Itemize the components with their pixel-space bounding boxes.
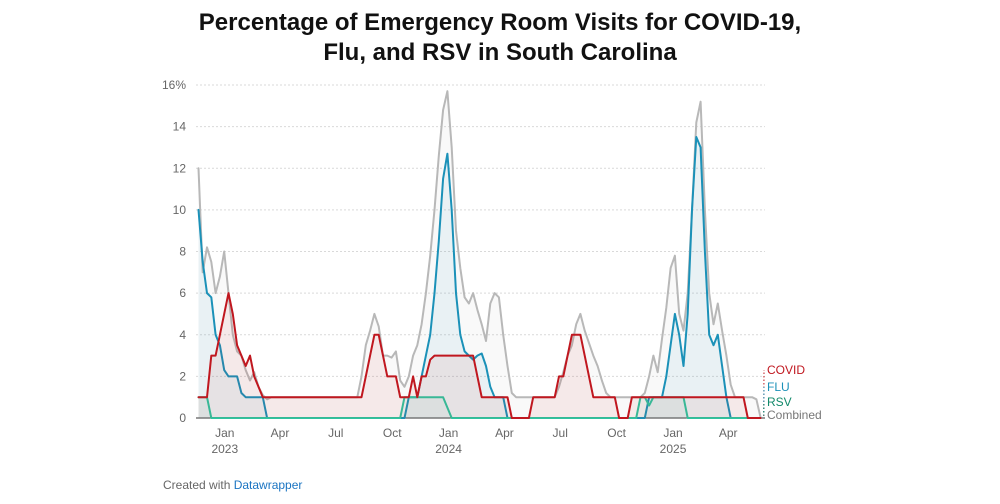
x-tick-label: Oct [383, 426, 402, 440]
y-tick-label: 0 [179, 411, 186, 425]
series-area-combined [198, 91, 761, 418]
y-tick-label: 6 [179, 286, 186, 300]
x-tick-label: Apr [719, 426, 738, 440]
y-tick-label: 4 [179, 328, 186, 342]
x-tick-label: Jan [439, 426, 458, 440]
x-tick-label: Jul [328, 426, 343, 440]
end-label-flu: FLU [767, 380, 790, 394]
chart-title: Percentage of Emergency Room Visits for … [0, 8, 1000, 68]
series-line-flu [197, 136, 762, 419]
chart-title-line-2: Flu, and RSV in South Carolina [323, 39, 677, 66]
end-label-combined: Combined [767, 408, 822, 422]
y-tick-label: 2 [179, 369, 186, 383]
y-tick-label: 14 [173, 120, 187, 134]
x-tick-year-label: 2023 [211, 442, 238, 456]
footer-prefix: Created with [163, 478, 234, 492]
y-tick-label: 12 [173, 161, 187, 175]
footer: Created with Datawrapper [163, 478, 302, 492]
series-line-covid [197, 292, 762, 419]
x-tick-label: Apr [495, 426, 514, 440]
chart-title-line-1: Percentage of Emergency Room Visits for … [198, 9, 802, 36]
x-tick-year-label: 2025 [660, 442, 687, 456]
y-tick-label: 8 [179, 245, 186, 259]
x-tick-label: Jul [553, 426, 568, 440]
datawrapper-link[interactable]: Datawrapper [233, 478, 303, 492]
y-tick-label: 10 [173, 203, 187, 217]
end-label-covid: COVID [767, 363, 805, 377]
y-tick-label: 16% [162, 78, 186, 92]
series-area-rsv [198, 397, 761, 418]
x-tick-year-label: 2024 [435, 442, 462, 456]
x-tick-label: Jan [663, 426, 682, 440]
series-area-flu [198, 137, 761, 418]
x-tick-label: Jan [215, 426, 234, 440]
x-tick-label: Apr [271, 426, 290, 440]
end-label-rsv: RSV [767, 395, 792, 409]
series-area-covid [198, 293, 761, 418]
x-tick-label: Oct [607, 426, 626, 440]
